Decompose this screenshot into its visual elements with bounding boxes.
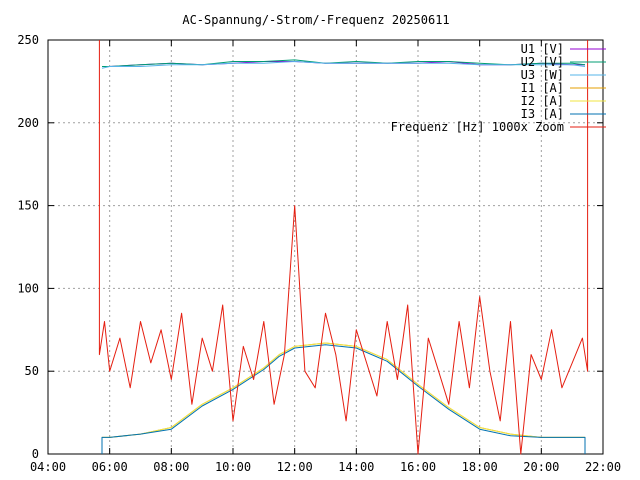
x-tick-label: 18:00 [462,460,498,474]
chart-title: AC-Spannung/-Strom/-Frequenz 20250611 [182,13,449,27]
x-tick-label: 22:00 [585,460,621,474]
axes: 04:00 06:00 08:00 10:00 12:00 14:00 16:00 18:00… [17,33,621,474]
y-tick-label: 150 [17,199,39,213]
legend-label: I3 [A] [521,107,564,121]
legend: U1 [V]U2 [V]U3 [W]I1 [A]I2 [A]I3 [A]Freq… [391,42,606,134]
x-tick-label: 12:00 [277,460,313,474]
legend-label: Frequenz [Hz] 1000x Zoom [391,120,564,134]
x-tick-label: 20:00 [523,460,559,474]
legend-label: I2 [A] [521,94,564,108]
legend-label: U2 [V] [521,55,564,69]
y-tick-label: 250 [17,33,39,47]
series-2-line [101,61,586,69]
y-tick-label: 100 [17,281,39,295]
series-4-line [101,342,586,454]
x-tick-label: 06:00 [92,460,128,474]
x-tick-label: 04:00 [30,460,66,474]
series-6-line [98,40,589,455]
legend-label: U1 [V] [521,42,564,56]
plot-area [98,40,589,455]
y-tick-label: 0 [32,447,39,461]
legend-label: I1 [A] [521,81,564,95]
y-tick-label: 50 [25,364,39,378]
x-tick-label: 08:00 [153,460,189,474]
plot-frame [47,39,604,455]
legend-label: U3 [W] [521,68,564,82]
x-tick-label: 16:00 [400,460,436,474]
y-tick-label: 200 [17,116,39,130]
x-tick-label: 14:00 [338,460,374,474]
x-tick-label: 10:00 [215,460,251,474]
series-5-line [101,344,586,454]
